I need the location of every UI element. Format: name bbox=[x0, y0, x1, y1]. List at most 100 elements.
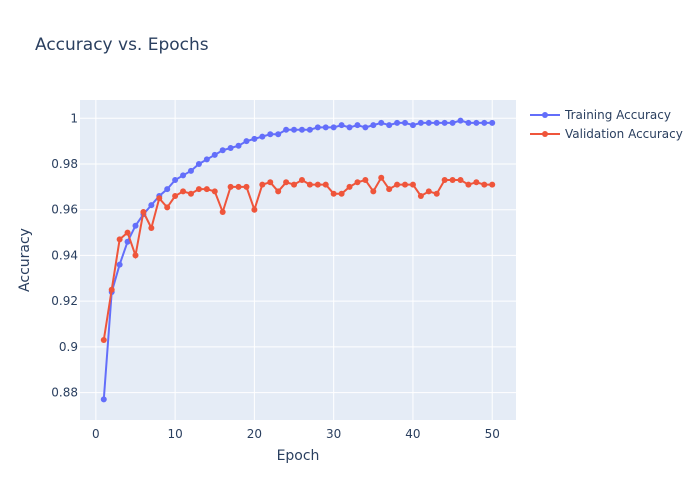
data-point bbox=[354, 179, 361, 186]
data-point bbox=[441, 177, 448, 183]
data-point bbox=[148, 202, 155, 209]
series-training-accuracy bbox=[100, 117, 496, 403]
grid bbox=[80, 100, 516, 420]
data-point bbox=[409, 181, 416, 188]
y-tick-label: 0.96 bbox=[51, 203, 78, 217]
data-point bbox=[378, 119, 385, 126]
data-point bbox=[203, 156, 210, 163]
data-point bbox=[164, 204, 171, 211]
data-point bbox=[457, 177, 464, 183]
legend: Training Accuracy Validation Accuracy bbox=[530, 108, 683, 141]
tick-labels: 0 10 20 30 40 50 0.88 0.9 0.92 0.94 0.96 0.98 1 bbox=[51, 111, 500, 441]
data-point bbox=[338, 190, 345, 197]
data-point bbox=[291, 181, 298, 188]
data-point bbox=[298, 177, 305, 183]
data-point bbox=[100, 337, 107, 343]
data-point bbox=[195, 161, 202, 167]
data-point bbox=[172, 177, 179, 183]
data-point bbox=[322, 124, 329, 131]
data-point bbox=[362, 177, 369, 183]
data-point bbox=[180, 172, 187, 179]
data-point bbox=[156, 195, 163, 202]
data-point bbox=[275, 188, 282, 195]
data-point bbox=[267, 131, 274, 138]
data-point bbox=[243, 138, 250, 145]
data-point bbox=[132, 222, 139, 229]
data-point bbox=[219, 147, 226, 154]
data-point bbox=[306, 181, 313, 188]
y-tick-label: 1 bbox=[70, 111, 78, 125]
data-point bbox=[180, 188, 187, 195]
data-point bbox=[489, 181, 496, 188]
y-tick-label: 0.92 bbox=[51, 294, 78, 308]
y-axis-title: Accuracy bbox=[17, 228, 33, 292]
data-point bbox=[346, 183, 353, 190]
data-point bbox=[402, 119, 409, 126]
data-point bbox=[291, 126, 298, 133]
data-point bbox=[219, 209, 226, 215]
data-point bbox=[124, 238, 131, 245]
data-point bbox=[409, 122, 416, 129]
data-point bbox=[116, 236, 123, 243]
x-tick-label: 0 bbox=[92, 427, 100, 441]
data-point bbox=[187, 167, 194, 174]
series-layer bbox=[100, 117, 496, 403]
data-point bbox=[108, 286, 115, 293]
data-point bbox=[433, 119, 440, 126]
data-point bbox=[275, 131, 282, 138]
data-point bbox=[370, 188, 377, 195]
data-point bbox=[433, 190, 440, 197]
data-point bbox=[251, 135, 258, 142]
data-point bbox=[489, 119, 496, 126]
data-point bbox=[211, 188, 218, 195]
data-point bbox=[259, 133, 266, 140]
data-point bbox=[425, 188, 432, 195]
data-point bbox=[211, 151, 218, 158]
data-point bbox=[417, 193, 424, 199]
data-point bbox=[116, 261, 123, 268]
data-point bbox=[386, 122, 393, 129]
x-tick-label: 50 bbox=[485, 427, 500, 441]
x-tick-label: 10 bbox=[167, 427, 182, 441]
data-point bbox=[314, 124, 321, 131]
chart-title: Accuracy vs. Epochs bbox=[35, 35, 209, 55]
data-point bbox=[251, 206, 258, 213]
data-point bbox=[203, 186, 210, 193]
legend-item: Training Accuracy bbox=[530, 108, 671, 122]
data-point bbox=[283, 126, 290, 133]
series-validation-accuracy bbox=[100, 174, 496, 343]
x-tick-label: 20 bbox=[247, 427, 262, 441]
data-point bbox=[227, 183, 234, 190]
x-axis-title: Epoch bbox=[277, 448, 320, 464]
data-point bbox=[386, 186, 393, 193]
data-point bbox=[172, 193, 179, 199]
data-point bbox=[465, 181, 472, 188]
data-point bbox=[378, 174, 385, 181]
legend-marker bbox=[542, 112, 548, 118]
data-point bbox=[425, 119, 432, 126]
data-point bbox=[346, 124, 353, 131]
data-point bbox=[259, 181, 266, 188]
data-point bbox=[417, 119, 424, 126]
data-point bbox=[449, 177, 456, 183]
data-point bbox=[243, 183, 250, 190]
data-point bbox=[338, 122, 345, 129]
plot-area bbox=[80, 100, 516, 420]
y-tick-label: 0.94 bbox=[51, 248, 78, 262]
data-point bbox=[140, 209, 147, 215]
legend-item: Validation Accuracy bbox=[530, 127, 683, 141]
data-point bbox=[465, 119, 472, 126]
x-tick-label: 40 bbox=[405, 427, 420, 441]
data-point bbox=[195, 186, 202, 193]
legend-marker bbox=[542, 131, 548, 137]
data-point bbox=[457, 117, 464, 124]
legend-label: Validation Accuracy bbox=[565, 127, 683, 141]
y-tick-label: 0.98 bbox=[51, 157, 78, 171]
data-point bbox=[402, 181, 409, 188]
data-point bbox=[314, 181, 321, 188]
data-point bbox=[394, 119, 401, 126]
data-point bbox=[235, 183, 242, 190]
data-point bbox=[283, 179, 290, 186]
data-point bbox=[267, 179, 274, 186]
